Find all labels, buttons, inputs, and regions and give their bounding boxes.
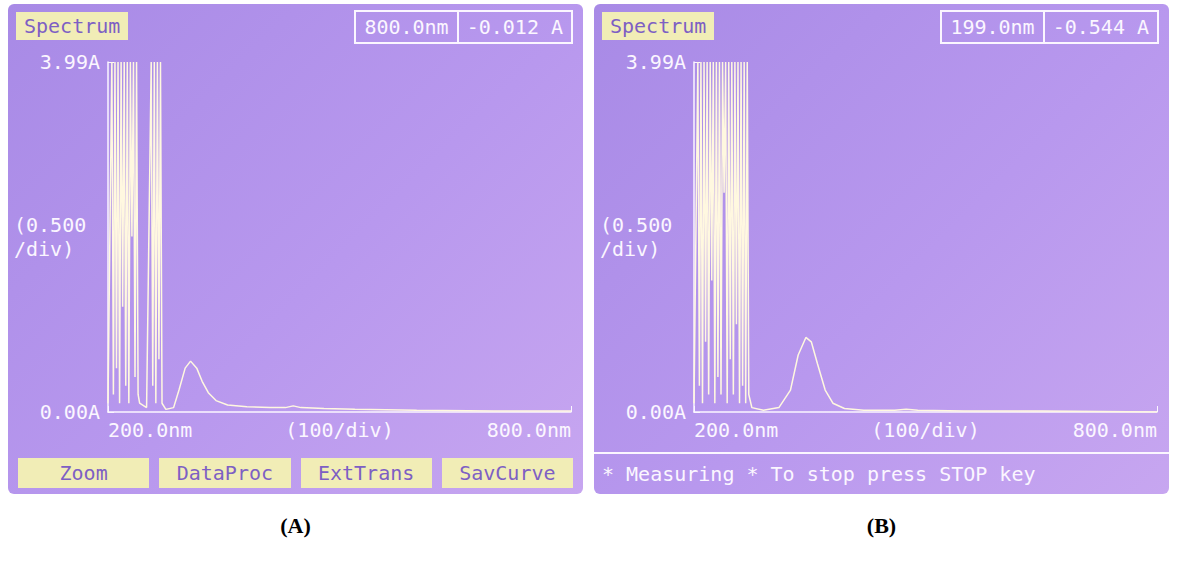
svg-text:(100/div): (100/div)	[871, 418, 979, 442]
html-text:Spectrum: Spectrum	[610, 14, 707, 38]
svg-text:0.00A: 0.00A	[626, 400, 686, 424]
svg-text:3.99A: 3.99A	[40, 50, 100, 74]
html-text:Zoom: Zoom	[59, 461, 108, 485]
html-text:DataProc: DataProc	[176, 461, 273, 485]
svg-text:3.99A: 3.99A	[626, 50, 686, 74]
svg-text:(0.500: (0.500	[600, 213, 672, 237]
svg-text:800.0nm: 800.0nm	[1073, 418, 1157, 442]
html-text:199.0nm: 199.0nm	[950, 15, 1035, 39]
html-text:ExtTrans: ExtTrans	[318, 461, 415, 485]
svg-text:/div): /div)	[14, 237, 74, 261]
svg-text:/div): /div)	[600, 237, 660, 261]
html-text:-0.012 A: -0.012 A	[466, 15, 563, 39]
svg-text:200.0nm: 200.0nm	[694, 418, 778, 442]
html-text:* Measuring * To stop press ST: * Measuring * To stop press STOP key	[602, 462, 1036, 486]
html-text:(B): (B)	[866, 513, 897, 538]
html-text:800.0nm: 800.0nm	[364, 15, 449, 39]
html-text:(A): (A)	[280, 513, 311, 538]
html-text:Spectrum: Spectrum	[24, 14, 121, 38]
svg-text:(0.500: (0.500	[14, 213, 86, 237]
svg-text:200.0nm: 200.0nm	[108, 418, 192, 442]
html-text:-0.544 A: -0.544 A	[1052, 15, 1149, 39]
html-text:SavCurve: SavCurve	[459, 461, 556, 485]
svg-text:0.00A: 0.00A	[40, 400, 100, 424]
svg-text:(100/div): (100/div)	[285, 418, 393, 442]
svg-text:800.0nm: 800.0nm	[487, 418, 571, 442]
